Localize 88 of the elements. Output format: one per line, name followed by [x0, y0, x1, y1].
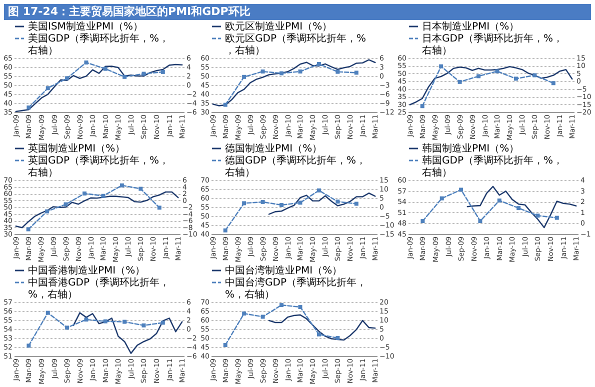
point	[516, 206, 521, 210]
legend-label: 日本GDP（季调环比折年，%，右轴）	[422, 32, 563, 56]
point	[157, 206, 162, 210]
point	[420, 104, 424, 108]
point	[26, 344, 31, 348]
point	[316, 332, 321, 336]
point	[84, 318, 88, 322]
line-series	[268, 314, 376, 341]
legend-label: 德国制造业PMI（%）	[225, 142, 322, 154]
point	[354, 70, 358, 75]
point	[280, 71, 284, 76]
line-series	[268, 192, 376, 215]
point	[64, 202, 68, 206]
point	[336, 70, 340, 74]
point	[82, 192, 87, 196]
line-series	[409, 66, 573, 106]
point	[478, 219, 482, 224]
chart-title: 图 17-24：主要贸易国家地区的PMI和GDP环比	[4, 4, 591, 20]
point	[497, 198, 502, 203]
legend-label: 美国ISM制造业PMI（%）	[28, 20, 144, 32]
point	[223, 343, 228, 348]
point	[298, 70, 302, 74]
legend-label: 美国GDP（季调环比折年，%，右轴）	[28, 32, 169, 56]
point	[45, 209, 50, 214]
point	[84, 60, 88, 64]
point	[160, 70, 165, 74]
point	[336, 336, 340, 340]
point	[142, 323, 146, 328]
point	[420, 219, 425, 224]
point	[260, 70, 265, 74]
point	[122, 74, 127, 79]
legend-label: 英国制造业PMI（%）	[28, 142, 126, 154]
legend-label: 中国台湾制造业PMI（%）	[225, 264, 342, 276]
point	[138, 186, 143, 191]
point	[260, 314, 265, 319]
point	[142, 72, 146, 76]
legend-label: 欧元区制造业PMI（%）	[225, 20, 332, 32]
point	[101, 194, 106, 198]
point	[223, 228, 228, 232]
point	[65, 326, 70, 330]
line-series	[15, 64, 183, 112]
point	[440, 196, 444, 200]
point	[532, 73, 537, 78]
point	[223, 102, 228, 107]
line-series	[212, 59, 376, 106]
legend-label: 中国香港GDP（季调环比折年，%，右轴）	[28, 276, 170, 300]
point	[103, 66, 108, 71]
point	[122, 320, 127, 324]
point	[495, 69, 500, 74]
point	[280, 303, 284, 308]
point	[242, 201, 246, 206]
line-series	[466, 186, 577, 228]
legend-label: 德国GDP（季调环比折年，%，右轴）	[225, 154, 366, 178]
point	[280, 203, 284, 208]
legend-label: 英国GDP（季调环比折年，%，右轴）	[28, 154, 169, 178]
point	[242, 312, 246, 316]
point	[120, 183, 124, 188]
point	[46, 86, 50, 90]
point	[316, 188, 321, 192]
point	[514, 76, 518, 81]
point	[260, 200, 265, 204]
point	[103, 319, 108, 324]
point	[26, 106, 31, 110]
point	[65, 76, 70, 80]
point	[354, 202, 358, 206]
line-series	[15, 191, 179, 228]
point	[298, 305, 302, 310]
legend-label: 韩国制造业PMI（%）	[422, 142, 520, 154]
legend-label: 欧元区GDP（季调环比折年，%，右轴）	[225, 32, 366, 56]
point	[46, 310, 50, 315]
legend-label: 韩国GDP（季调环比折年，%，右轴）	[422, 154, 563, 178]
point	[551, 81, 556, 86]
line-series	[72, 312, 183, 354]
point	[298, 200, 302, 205]
point	[316, 62, 321, 66]
point	[336, 200, 340, 204]
point	[242, 74, 246, 79]
legend-label: 中国香港制造业PMI（%）	[28, 264, 146, 276]
legend-label: 中国台湾GDP（季调环比折年，%，右轴）	[225, 276, 366, 300]
point	[476, 74, 481, 78]
point	[536, 214, 540, 218]
point	[439, 64, 444, 68]
point	[459, 188, 464, 192]
point	[554, 216, 559, 220]
point	[26, 227, 30, 232]
point	[458, 80, 462, 84]
point	[160, 320, 165, 325]
legend-label: 日本制造业PMI（%）	[422, 20, 520, 32]
